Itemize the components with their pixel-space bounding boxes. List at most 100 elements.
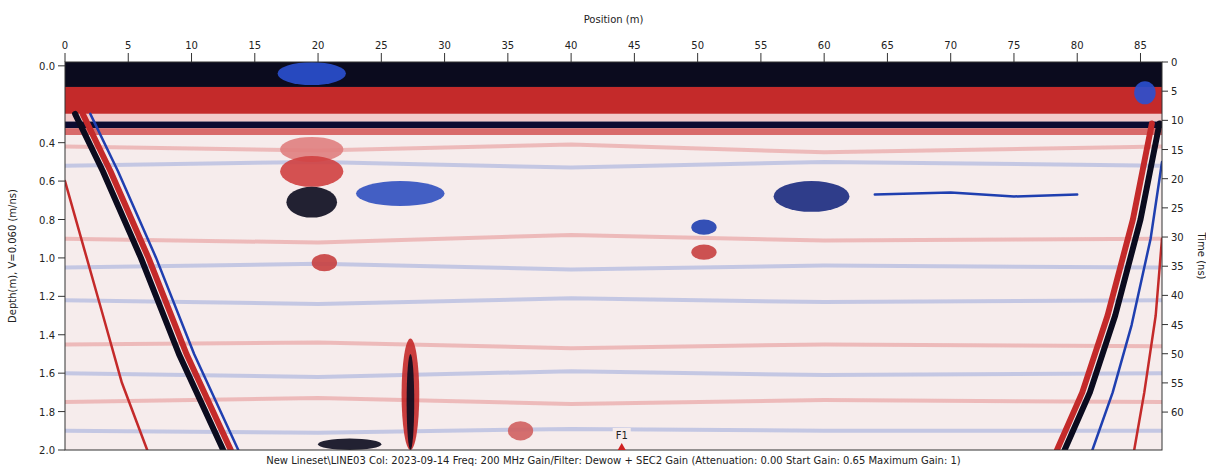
y2-tick-label: 15 [1171,145,1184,156]
y2-tick [1162,120,1168,121]
layer [65,62,1162,87]
y2-tick [1162,149,1168,150]
y-tick-label: 1.0 [39,253,55,264]
x-tick [571,53,572,62]
x-tick-label: 80 [1071,40,1084,51]
reflector [65,235,1162,243]
x-tick [760,53,761,62]
anomaly [402,339,420,450]
anomaly [280,156,343,187]
y-tick [58,65,65,66]
reflector [1134,239,1162,450]
y2-tick [1162,178,1168,179]
reflector [83,114,231,450]
anomaly [407,354,415,450]
plot-area [65,62,1162,450]
y-tick [58,334,65,335]
x-tick [824,53,825,62]
x-tick-label: 30 [438,40,451,51]
y-tick-label: 2.0 [39,445,55,456]
layer [65,122,1162,129]
reflector [65,162,1162,168]
y2-tick [1162,353,1168,354]
anomaly [1134,81,1156,104]
x-tick [697,53,698,62]
x-tick-label: 15 [248,40,261,51]
x-tick [444,53,445,62]
y2-tick-label: 0 [1171,57,1177,68]
y2-tick-label: 40 [1171,290,1184,301]
y-axis-title: Depth(m), V=0.060 (m/ns) [7,189,18,323]
x-tick-label: 85 [1134,40,1147,51]
reflector [75,114,223,450]
marker [618,443,626,450]
y2-tick [1162,295,1168,296]
y-tick [58,142,65,143]
x-tick-label: 55 [755,40,768,51]
x-tick [128,53,129,62]
y2-axis-title: Time (ns) [1196,231,1206,279]
y-tick [58,450,65,451]
y-tick-label: 0.0 [39,61,55,72]
y2-tick-label: 25 [1171,203,1184,214]
reflector [65,181,147,450]
marker-label: F1 [616,430,628,441]
x-tick [507,53,508,62]
y-tick [58,181,65,182]
x-tick-label: 35 [501,40,514,51]
caption: New Lineset\LINE03 Col: 2023-09-14 Freq:… [266,455,961,466]
y-tick [58,257,65,258]
anomaly [691,244,716,259]
y2-tick-label: 5 [1171,86,1177,97]
y2-tick-label: 55 [1171,378,1184,389]
anomaly [774,181,850,212]
x-tick-label: 25 [375,40,388,51]
x-tick [1013,53,1014,62]
x-tick-label: 40 [565,40,578,51]
anomaly [691,220,716,235]
reflector [90,114,238,450]
reflector [1092,162,1162,450]
x-tick-label: 5 [125,40,131,51]
y2-tick [1162,412,1168,413]
y2-tick-label: 30 [1171,232,1184,243]
x-axis-title: Position (m) [584,14,644,25]
y2-tick [1162,324,1168,325]
anomaly [312,254,337,271]
reflector [65,371,1162,377]
x-tick [65,53,66,62]
x-tick-label: 20 [312,40,325,51]
x-tick-label: 45 [628,40,641,51]
y-tick-label: 0.6 [39,176,55,187]
y-tick-label: 1.6 [39,368,55,379]
radargram-figure: 0510152025303540455055606570758085Positi… [0,0,1206,471]
y2-tick [1162,266,1168,267]
anomaly [508,421,533,440]
y2-tick [1162,237,1168,238]
plot-background [65,62,1162,450]
y2-tick-label: 45 [1171,320,1184,331]
y2-tick-label: 10 [1171,115,1184,126]
anomaly [286,187,337,218]
reflector [65,145,1162,153]
x-tick [381,53,382,62]
x-tick [887,53,888,62]
x-tick [950,53,951,62]
x-tick-label: 0 [62,40,68,51]
y2-tick [1162,207,1168,208]
reflector [65,342,1162,348]
reflector [65,264,1162,270]
y-tick-label: 0.8 [39,215,55,226]
y-tick-label: 1.4 [39,330,55,341]
y2-tick-label: 60 [1171,407,1184,418]
y2-tick [1162,62,1168,63]
y-tick [58,411,65,412]
layer [65,128,1162,135]
marker-label-bg [613,428,631,441]
x-tick [634,53,635,62]
x-tick [1077,53,1078,62]
reflector [65,398,1162,404]
y-tick-label: 1.8 [39,407,55,418]
reflector [1057,124,1152,451]
layer [65,87,1162,114]
